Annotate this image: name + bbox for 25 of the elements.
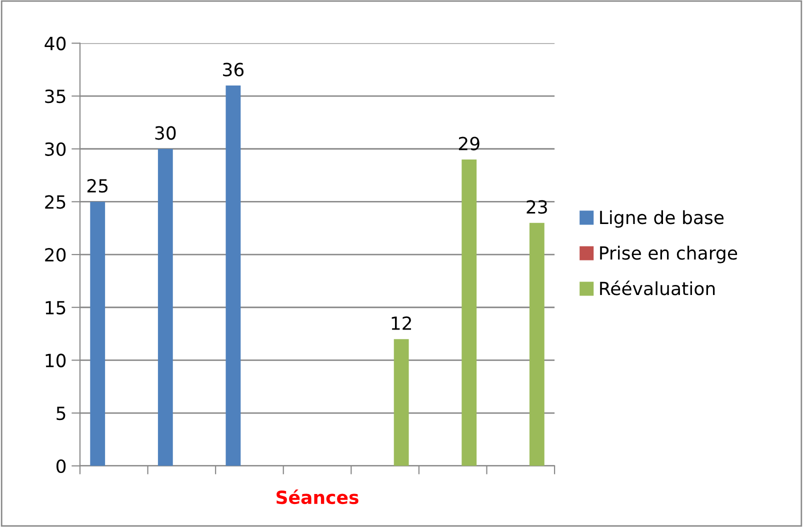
bar [158, 148, 173, 466]
y-tick-label: 35 [45, 90, 66, 104]
bar [90, 202, 106, 466]
data-label: 36 [223, 62, 244, 76]
legend-label: Ligne de base [600, 210, 724, 228]
y-tick-label: 30 [45, 142, 66, 156]
x-axis-title: Séances [276, 489, 358, 504]
bar [226, 85, 241, 466]
data-label: 23 [526, 200, 547, 214]
bar [529, 222, 544, 466]
data-label: 29 [458, 136, 480, 150]
legend-label: Réévaluation [600, 280, 715, 296]
y-tick-label: 10 [46, 354, 66, 368]
data-label: 25 [87, 179, 108, 193]
y-tick-label: 20 [45, 248, 66, 262]
y-tick-label: 15 [46, 301, 66, 314]
bar [394, 339, 409, 466]
y-tick-label: 25 [45, 195, 66, 209]
bar [462, 159, 477, 466]
data-label: 30 [155, 126, 176, 140]
y-tick-label: 5 [56, 406, 66, 420]
y-tick-label: 0 [56, 459, 66, 473]
legend-label: Prise en charge [600, 246, 738, 264]
data-label: 12 [392, 316, 412, 330]
y-tick-label: 40 [44, 36, 66, 50]
